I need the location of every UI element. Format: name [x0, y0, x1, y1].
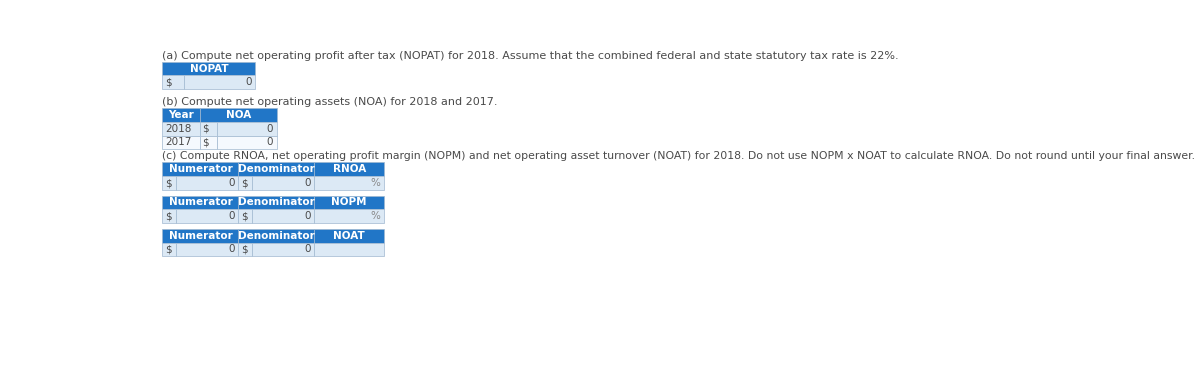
Bar: [162, 229, 239, 243]
Text: 2017: 2017: [166, 137, 192, 147]
Bar: [314, 176, 384, 190]
Bar: [239, 163, 314, 176]
Text: Denominator: Denominator: [238, 198, 314, 208]
Bar: [239, 176, 252, 190]
Bar: [162, 209, 176, 223]
Text: 0: 0: [304, 178, 311, 188]
Text: 0: 0: [266, 124, 274, 134]
Text: NOPAT: NOPAT: [190, 64, 228, 74]
Text: 0: 0: [245, 77, 252, 87]
Text: $: $: [241, 211, 247, 221]
Text: NOA: NOA: [226, 110, 251, 120]
Bar: [239, 209, 252, 223]
Bar: [199, 108, 277, 122]
Text: (c) Compute RNOA, net operating profit margin (NOPM) and net operating asset tur: (c) Compute RNOA, net operating profit m…: [162, 151, 1195, 161]
Text: 2018: 2018: [166, 124, 192, 134]
Bar: [314, 196, 384, 209]
Text: Denominator: Denominator: [238, 164, 314, 174]
Text: Numerator: Numerator: [168, 198, 233, 208]
Bar: [176, 176, 239, 190]
Bar: [314, 163, 384, 176]
Bar: [239, 229, 314, 243]
Bar: [162, 108, 199, 122]
Text: $: $: [202, 124, 209, 134]
Bar: [314, 209, 384, 223]
Bar: [239, 196, 314, 209]
Text: 0: 0: [266, 137, 274, 147]
Text: Year: Year: [168, 110, 194, 120]
Bar: [252, 209, 314, 223]
Bar: [162, 163, 239, 176]
Bar: [252, 243, 314, 256]
Text: $: $: [241, 178, 247, 188]
Text: Numerator: Numerator: [168, 164, 233, 174]
Text: $: $: [166, 77, 172, 87]
Bar: [314, 243, 384, 256]
Bar: [239, 243, 252, 256]
Text: $: $: [202, 137, 209, 147]
Text: $: $: [164, 244, 172, 254]
Bar: [176, 209, 239, 223]
Text: %: %: [371, 178, 380, 188]
Text: 0: 0: [304, 211, 311, 221]
Text: 0: 0: [304, 244, 311, 254]
Text: Denominator: Denominator: [238, 231, 314, 241]
Bar: [176, 243, 239, 256]
Bar: [162, 243, 176, 256]
Bar: [199, 122, 217, 135]
Text: (b) Compute net operating assets (NOA) for 2018 and 2017.: (b) Compute net operating assets (NOA) f…: [162, 97, 498, 107]
Text: 0: 0: [228, 178, 234, 188]
Bar: [162, 122, 199, 135]
Bar: [162, 135, 199, 150]
Text: (a) Compute net operating profit after tax (NOPAT) for 2018. Assume that the com: (a) Compute net operating profit after t…: [162, 51, 899, 61]
Text: 0: 0: [228, 244, 234, 254]
Bar: [217, 122, 277, 135]
Text: $: $: [241, 244, 247, 254]
Text: %: %: [371, 211, 380, 221]
Text: 0: 0: [228, 211, 234, 221]
Text: Numerator: Numerator: [168, 231, 233, 241]
Bar: [199, 135, 217, 150]
Bar: [162, 196, 239, 209]
Bar: [252, 176, 314, 190]
Text: NOPM: NOPM: [331, 198, 367, 208]
Text: $: $: [164, 211, 172, 221]
Text: NOAT: NOAT: [334, 231, 365, 241]
Bar: [162, 76, 184, 89]
Text: RNOA: RNOA: [332, 164, 366, 174]
Bar: [162, 176, 176, 190]
Bar: [217, 135, 277, 150]
Bar: [184, 76, 256, 89]
Text: $: $: [164, 178, 172, 188]
Bar: [162, 62, 256, 76]
Bar: [314, 229, 384, 243]
